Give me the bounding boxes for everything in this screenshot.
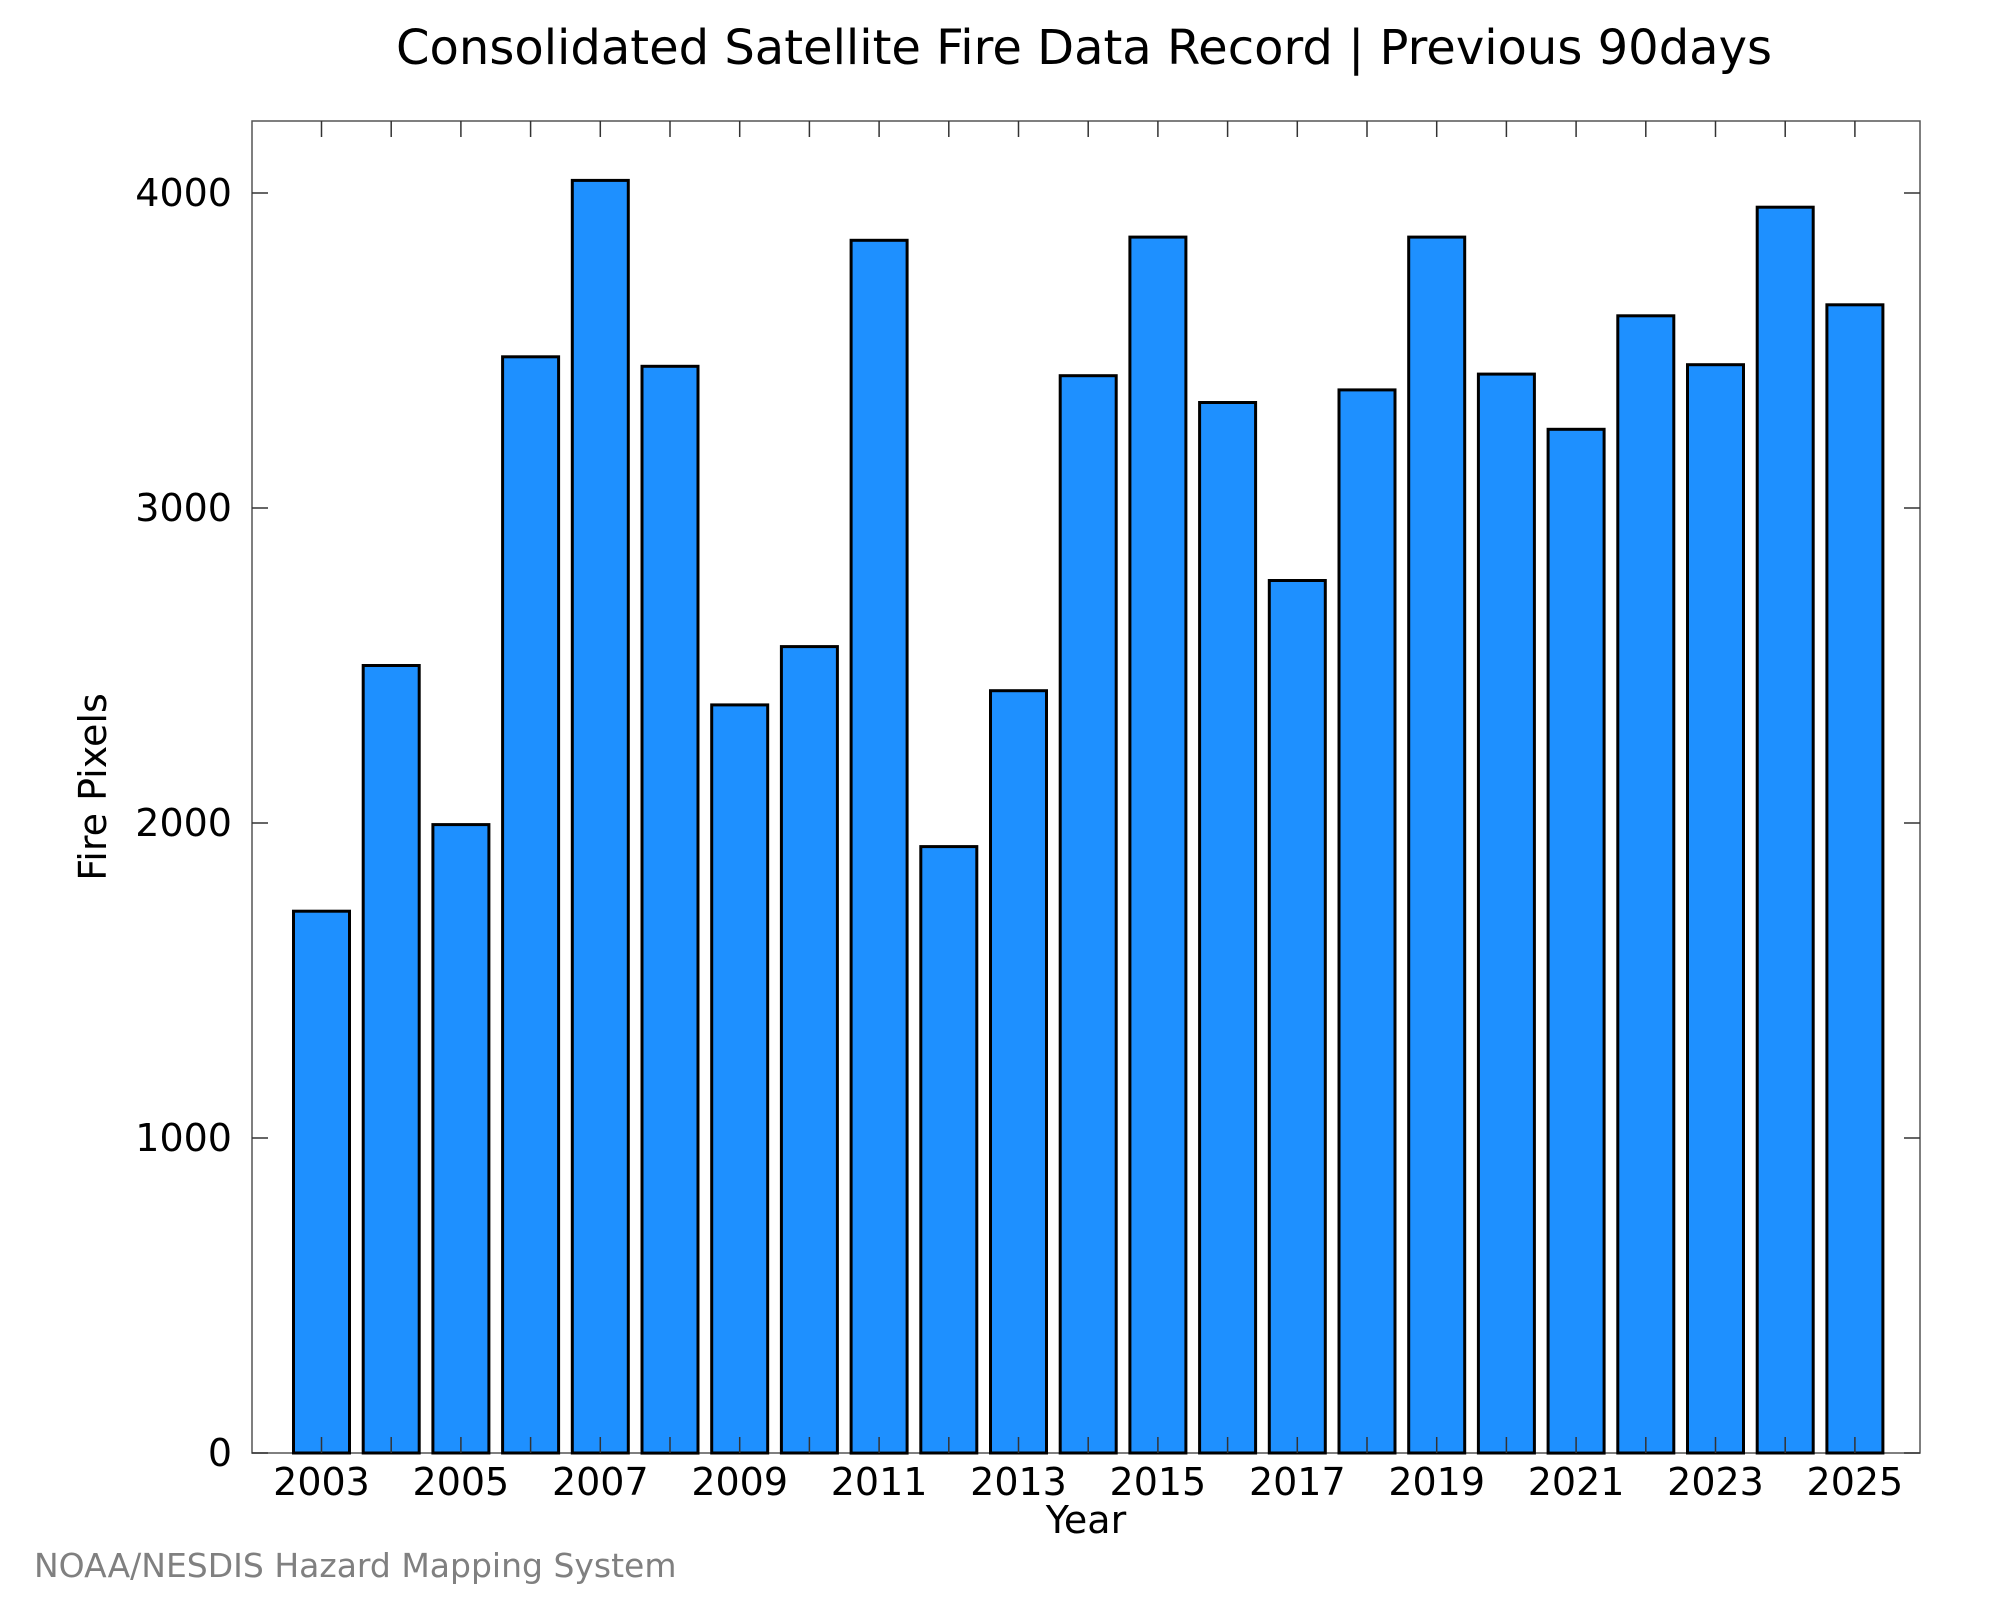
x-tick-label-2021: 2021 <box>1528 1460 1625 1504</box>
bar-2013 <box>989 689 1048 1455</box>
bar-2024 <box>1755 205 1815 1455</box>
bar-2009 <box>710 703 770 1455</box>
x-tick-label-2023: 2023 <box>1667 1460 1764 1504</box>
bar-2004 <box>361 664 421 1455</box>
x-tick-label-2005: 2005 <box>413 1460 510 1504</box>
y-tick-label-1000: 1000 <box>135 1116 232 1160</box>
credit-text: NOAA/NESDIS Hazard Mapping System <box>34 1546 677 1585</box>
x-tick-label-2003: 2003 <box>273 1460 370 1504</box>
bar-2025 <box>1825 303 1885 1455</box>
bar-2005 <box>431 823 491 1455</box>
x-tick-label-2015: 2015 <box>1110 1460 1207 1504</box>
bar-2012 <box>919 845 979 1455</box>
bar-2023 <box>1686 363 1745 1455</box>
y-tick-label-3000: 3000 <box>135 486 232 530</box>
bar-2018 <box>1337 388 1397 1455</box>
y-axis-label: Fire Pixels <box>71 693 115 881</box>
x-tick-label-2009: 2009 <box>691 1460 788 1504</box>
bar-2017 <box>1267 579 1327 1455</box>
bar-2016 <box>1198 401 1258 1455</box>
bar-2021 <box>1546 427 1606 1455</box>
bar-2010 <box>779 645 839 1455</box>
bar-2007 <box>570 178 630 1455</box>
x-tick-label-2017: 2017 <box>1249 1460 1346 1504</box>
bar-2019 <box>1407 235 1467 1455</box>
y-tick-label-2000: 2000 <box>135 801 232 845</box>
bar-2008 <box>640 364 700 1455</box>
bar-2022 <box>1616 314 1676 1455</box>
x-tick-label-2013: 2013 <box>970 1460 1067 1504</box>
bar-2014 <box>1058 374 1118 1455</box>
bar-2011 <box>849 238 909 1455</box>
bar-2003 <box>292 909 351 1455</box>
y-tick-label-0: 0 <box>208 1431 232 1475</box>
bar-2006 <box>501 355 561 1455</box>
chart-title: Consolidated Satellite Fire Data Record … <box>396 20 1772 76</box>
bar-2015 <box>1128 235 1188 1455</box>
axis-ticks: 0 1000 2000 3000 4000 2003 2005 2007 2009 2011 201… <box>135 121 1920 1504</box>
x-tick-label-2025: 2025 <box>1807 1460 1904 1504</box>
x-tick-label-2019: 2019 <box>1388 1460 1485 1504</box>
bars <box>292 178 1885 1455</box>
x-axis-label: Year <box>1045 1498 1127 1542</box>
y-tick-label-4000: 4000 <box>135 171 232 215</box>
x-tick-label-2007: 2007 <box>552 1460 649 1504</box>
bar-2020 <box>1476 372 1536 1455</box>
x-tick-label-2011: 2011 <box>831 1460 928 1504</box>
